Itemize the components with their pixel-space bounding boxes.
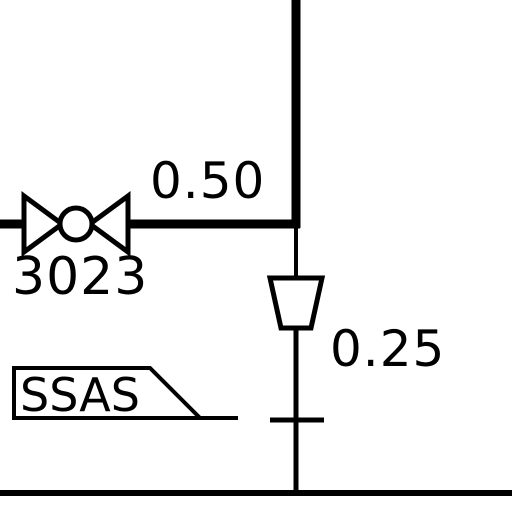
vertical-pipe-size-label: 0.25 [330,320,445,378]
valve-left-wedge [21,191,67,257]
valve-body-circle [57,205,95,243]
connection-flag[interactable]: SSAS [12,366,238,422]
connection-flag-label: SSAS [20,368,140,422]
valve-tag-label: 3023 [12,247,148,307]
horizontal-pipe-size-label: 0.50 [150,152,265,210]
valve-symbol[interactable] [21,191,131,257]
reducer-symbol[interactable] [266,275,326,331]
valve-right-wedge [85,191,131,257]
